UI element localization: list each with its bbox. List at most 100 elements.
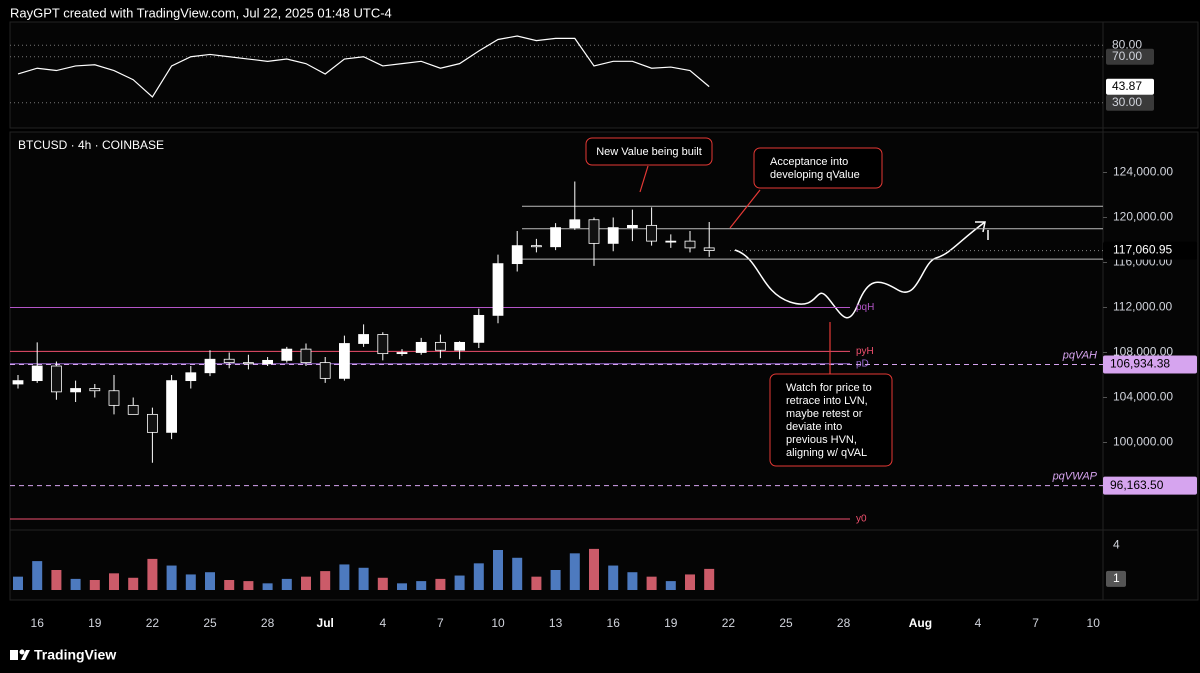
volume-bar [454,575,465,590]
annotation-text: aligning w/ qVAL [786,447,867,459]
volume-bar [147,558,158,590]
volume-bar [70,578,81,590]
annotation-text: maybe retest or [786,408,863,420]
x-tick-label: 4 [379,616,386,630]
annotation-text: Watch for price to [786,382,872,394]
volume-bar [262,583,273,590]
y-tick-label: 100,000.00 [1113,435,1173,449]
x-tick-label: Jul [317,616,334,630]
x-tick-label: 25 [203,616,217,630]
oscillator-last-label: 43.87 [1112,79,1142,93]
volume-bar [608,565,619,590]
x-tick-label: 10 [491,616,505,630]
oscillator-pane [9,21,1199,129]
oscillator-tick-tag [1106,94,1154,111]
volume-bar [589,548,599,590]
y-tick-label: 120,000.00 [1113,210,1173,224]
level-name: pqVWAP [1052,471,1098,483]
candle-body [646,224,657,242]
level-name: pD [856,358,869,369]
logo-part [21,650,30,660]
oscillator-tick-tag [1106,48,1154,65]
candle-body [146,413,158,433]
candle-body [319,362,331,379]
volume-bar [301,576,311,590]
candle-body [51,365,62,393]
volume-bar [512,557,523,590]
annotation-pointer [729,189,761,229]
volume-last-label: 1 [1113,571,1120,585]
candle-body [281,348,293,361]
candle-body [242,362,254,365]
candle-body [377,334,389,355]
x-tick-label: 22 [722,616,736,630]
y-tick-label: 124,000.00 [1113,165,1173,179]
volume-bar [473,563,484,590]
volume-bar [109,573,119,590]
y-tick-label: 108,000.00 [1113,345,1173,359]
volume-bar [358,567,369,590]
level-name: y0 [856,514,867,525]
volume-bar [569,553,580,590]
annotation-text: New Value being built [596,146,702,158]
candle-body [684,240,696,249]
oscillator-tick-label: 30.00 [1112,95,1142,109]
candle-body [185,372,197,382]
volume-bar [435,578,446,590]
volume-last-tag [1106,570,1126,587]
logo [10,649,30,660]
volume-bar [51,570,62,590]
x-tick-label: 16 [31,616,45,630]
candle-body [262,359,274,365]
volume-bar [377,577,388,590]
candle-body [511,245,523,265]
oscillator-tick-label: 80.00 [1112,37,1142,51]
x-tick-label: 25 [779,616,793,630]
logo-part [10,650,18,660]
candle-body [473,314,485,343]
level-tag [1103,355,1197,374]
x-tick-label: 22 [146,616,160,630]
volume-bar [243,581,254,590]
header: RayGPT created with TradingView.com, Jul… [10,5,392,20]
chart-title: BTCUSD · 4h · COINBASE [18,138,164,152]
volume-bar [185,574,196,590]
volume-bar [13,576,23,590]
volume-bar [128,577,139,590]
level-name: pqH [856,302,874,313]
x-tick-label: Aug [909,616,932,630]
candle-body [454,341,466,351]
candle-body [300,348,312,364]
x-tick-label: 19 [88,616,102,630]
x-tick-label: 13 [549,616,563,630]
x-tick-label: 10 [1087,616,1101,630]
volume-bar [224,580,235,590]
volume-bar [166,565,177,590]
candle-body [703,247,715,251]
volume-bar [531,576,542,590]
level-tag [1103,476,1197,495]
candle-body [89,388,101,392]
last-price-tag [1103,241,1197,260]
price-pane [9,131,1199,531]
annotation-text: deviate into [786,421,842,433]
x-tick-label: 7 [1032,616,1039,630]
annotation-box [753,147,883,189]
candle-body [588,219,600,244]
projection-path [734,221,986,319]
volume-bar [416,581,427,590]
oscillator-line [17,35,710,98]
annotation-box [585,137,713,166]
candle-body [127,404,139,415]
volume-bar [320,571,331,590]
candle-body [223,358,235,364]
volume-bar [665,581,676,590]
y-tick-label: 104,000.00 [1113,390,1173,404]
volume-bar [281,578,292,590]
volume-bar [397,583,407,590]
last-price-label: 117,060.95 [1113,243,1172,257]
logo-part [19,649,25,655]
candle-body [396,352,408,355]
